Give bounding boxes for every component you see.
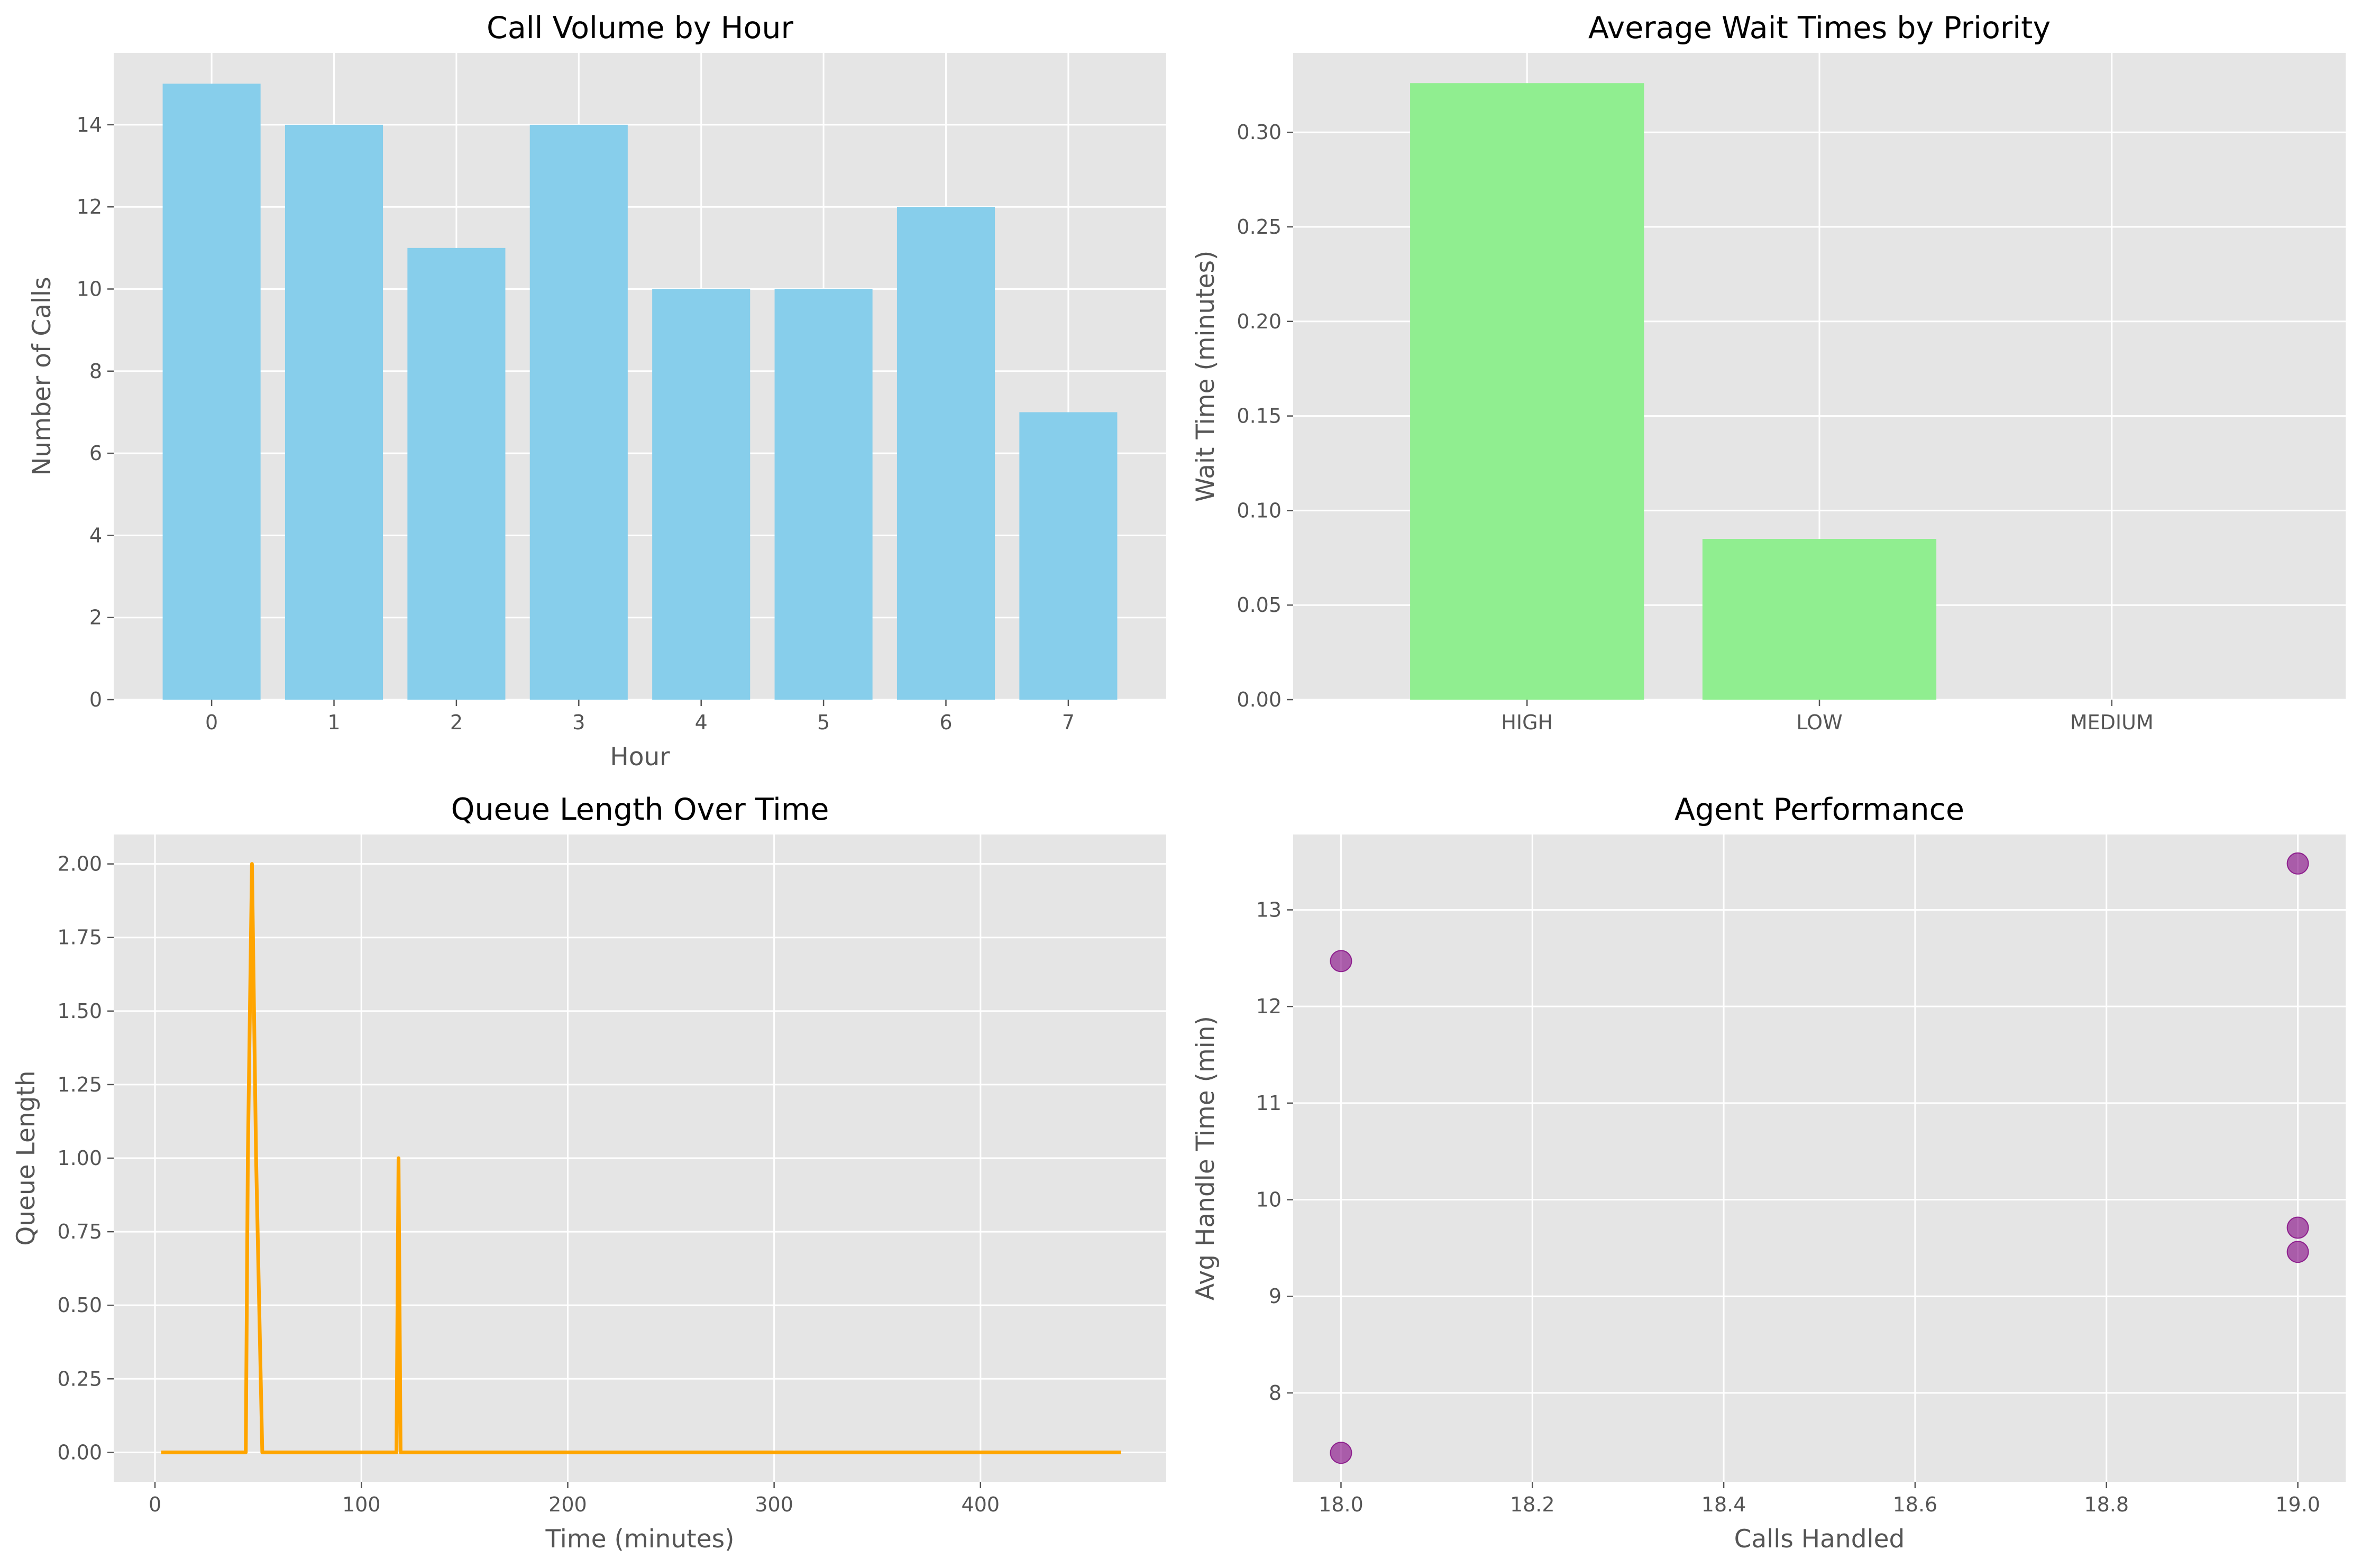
plot-area [114,53,1166,700]
x-tick-label: 6 [939,711,952,734]
x-tick-label: 18.0 [1319,1493,1363,1516]
y-tick-label: 13 [1256,898,1282,921]
y-tick-label: 0.05 [1237,593,1282,617]
x-tick-label: 2 [450,711,463,734]
y-tick-label: 1.50 [57,1000,102,1023]
y-tick-label: 12 [1256,995,1282,1018]
x-tick-label: 18.4 [1701,1493,1746,1516]
y-tick-label: 0.25 [1237,215,1282,239]
y-tick-label: 0.10 [1237,499,1282,522]
scatter-point [2286,1216,2309,1239]
y-tick-label: 9 [1269,1285,1282,1308]
chart-title: Average Wait Times by Priority [1588,11,2051,45]
x-tick-label: 4 [695,711,708,734]
x-tick-label: 200 [548,1493,587,1516]
y-axis-label: Avg Handle Time (min) [1191,1016,1220,1300]
x-tick-label: 1 [327,711,340,734]
y-tick-label: 1.00 [57,1147,102,1170]
y-axis-label: Queue Length [12,1070,41,1245]
bar [896,207,995,700]
y-tick-label: 1.75 [57,926,102,949]
bar [407,247,506,700]
y-tick-label: 0.50 [57,1294,102,1317]
scatter-point [1330,1442,1352,1464]
bar [1702,539,1937,700]
bar [774,289,873,700]
y-tick-label: 11 [1256,1092,1282,1115]
y-tick-label: 0.00 [1237,688,1282,711]
x-axis-label: Time (minutes) [545,1525,735,1554]
y-tick-label: 8 [1269,1381,1282,1405]
x-tick-label: 5 [817,711,830,734]
x-tick-label: 0 [149,1493,161,1516]
x-tick-label: 3 [572,711,585,734]
x-tick-label: 400 [962,1493,1000,1516]
y-tick-label: 0.20 [1237,310,1282,333]
y-axis-label: Wait Time (minutes) [1191,251,1220,502]
x-tick-label: HIGH [1501,711,1553,734]
plot-area [1293,835,2346,1482]
y-tick-label: 0.15 [1237,405,1282,428]
scatter-point [1330,950,1352,973]
x-tick-label: 18.6 [1893,1493,1938,1516]
x-tick-label: LOW [1796,711,1842,734]
x-axis-label: Calls Handled [1734,1525,1905,1554]
y-tick-label: 0.00 [57,1441,102,1464]
scatter-point [2286,852,2309,875]
panel-2: HIGH LOW MEDIUM 0.00 0.05 0.10 0.15 0.20 0.25 0.3… [1191,11,2346,734]
y-tick-label: 10 [1256,1188,1282,1212]
bar [162,84,261,700]
y-tick-label: 0.75 [57,1220,102,1243]
bar [529,124,628,700]
y-tick-label: 4 [89,524,102,547]
series-line [161,862,1121,1454]
y-tick-label: 6 [89,442,102,465]
panel-3: 0 100 200 300 400 0.00 0.25 0.50 0.75 1.00 1.25 1.5… [12,792,1166,1554]
y-tick-label: 0.30 [1237,121,1282,144]
x-axis-label: Hour [610,742,670,772]
x-tick-label: 18.2 [1510,1493,1555,1516]
chart-title: Agent Performance [1674,792,1964,827]
y-tick-label: 14 [77,113,102,136]
y-tick-label: 2.00 [57,852,102,876]
x-tick-label: 300 [755,1493,793,1516]
y-tick-label: 10 [77,277,102,300]
chart-title: Queue Length Over Time [451,792,829,827]
y-tick-label: 2 [89,606,102,629]
scatter-point [2286,1241,2309,1263]
x-tick-label: 100 [342,1493,381,1516]
y-tick-label: 0 [89,688,102,711]
chart-title: Call Volume by Hour [487,11,794,45]
y-tick-label: 0.25 [57,1367,102,1390]
bar [1019,412,1118,700]
x-tick-label: 0 [205,711,218,734]
x-tick-label: 18.8 [2084,1493,2129,1516]
x-tick-label: 7 [1062,711,1075,734]
panel-4: 18.0 18.2 18.4 18.6 18.8 19.0 8 9 10 11 12 13 Agent … [1191,792,2346,1554]
y-axis-label: Number of Calls [28,277,57,475]
x-tick-label: MEDIUM [2070,711,2154,734]
y-tick-label: 12 [77,195,102,218]
bar [285,124,383,700]
y-tick-label: 8 [89,360,102,383]
x-tick-label: 19.0 [2275,1493,2320,1516]
bar [652,289,751,700]
y-tick-label: 1.25 [57,1073,102,1096]
bar [1410,83,1644,700]
